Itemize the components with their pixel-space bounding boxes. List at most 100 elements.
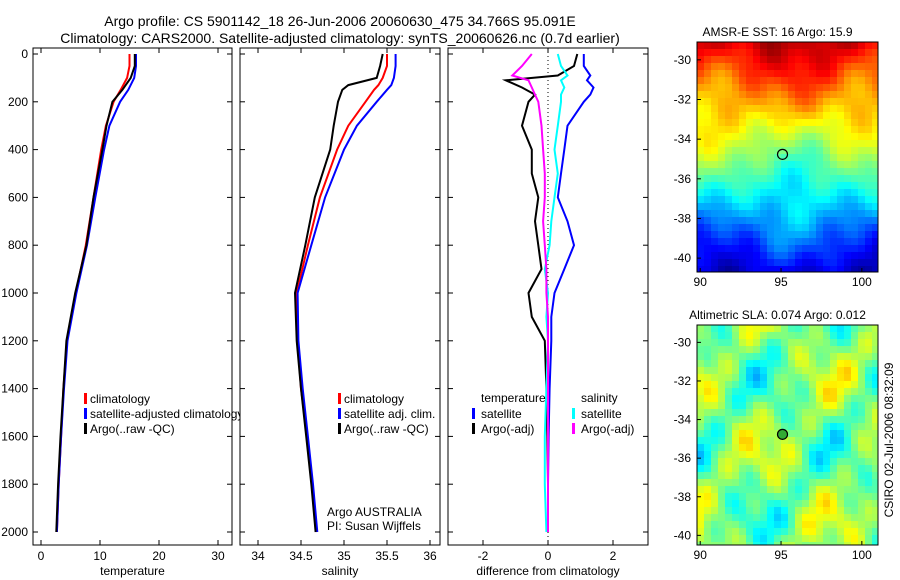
salinity-panel: 34 34.5 35 35.5 36salinityclimatologysatelli… [239,47,441,578]
map-cell [844,381,851,388]
map-cell [865,528,872,535]
map-cell [697,161,704,168]
map-cell [746,217,753,224]
map-cell [816,360,823,367]
y-tick-label: -38 [674,490,692,504]
map-cell [816,112,823,119]
y-tick-label: -36 [674,451,692,465]
map-cell [732,105,739,112]
map-cell [788,91,795,98]
map-cell [739,77,746,84]
map-cell [823,402,830,409]
legend-swatch [472,408,475,419]
map-cell [732,325,739,332]
map-cell [872,500,878,507]
map-cell [753,210,760,217]
map-cell [802,77,809,84]
map-cell [844,189,851,196]
map-cell [844,409,851,416]
map-cell [816,189,823,196]
map-cell [760,140,767,147]
map-cell [704,245,711,252]
map-cell [732,210,739,217]
map-cell [837,56,844,63]
map-cell [711,332,718,339]
map-cell [872,493,878,500]
map-cell [753,252,760,259]
map-cell [837,266,844,272]
map-cell [746,70,753,77]
map-cell [732,77,739,84]
map-cell [795,451,802,458]
series-line-satellite-adj-clim- [296,54,397,533]
legend-swatch [84,408,87,419]
map-cell [774,437,781,444]
map-cell [739,353,746,360]
map-cell [788,119,795,126]
map-cell [844,325,851,332]
map-cell [865,56,872,63]
map-cell [781,133,788,140]
map-cell [753,437,760,444]
map-cell [760,161,767,168]
map-cell [809,210,816,217]
map-cell [795,465,802,472]
map-cell [872,402,878,409]
map-cell [809,346,816,353]
map-cell [767,105,774,112]
map-cell [774,451,781,458]
map-cell [809,56,816,63]
map-cell [816,154,823,161]
map-cell [823,500,830,507]
map-cell [802,514,809,521]
map-cell [802,479,809,486]
map-cell [704,325,711,332]
map-cell [711,49,718,56]
map-cell [809,70,816,77]
map-cell [865,252,872,259]
map-cell [767,175,774,182]
map-cell [830,430,837,437]
map-cell [851,182,858,189]
map-cell [844,168,851,175]
map-cell [739,98,746,105]
map-cell [788,105,795,112]
map-cell [746,189,753,196]
map-cell [718,486,725,493]
map-cell [865,112,872,119]
map-cell [844,210,851,217]
map-cell [858,154,865,161]
map-cell [774,381,781,388]
map-cell [781,458,788,465]
map-cell [816,451,823,458]
map-cell [704,84,711,91]
map-cell [697,500,704,507]
map-cell [865,458,872,465]
map-cell [732,493,739,500]
map-cell [858,203,865,210]
map-cell [837,402,844,409]
map-cell [767,196,774,203]
map-cell [739,42,746,49]
map-cell [718,367,725,374]
map-cell [844,444,851,451]
map-cell [844,542,851,545]
map-cell [865,402,872,409]
map-cell [774,507,781,514]
map-cell [781,196,788,203]
map-cell [697,514,704,521]
map-cell [802,444,809,451]
map-cell [802,528,809,535]
map-cell [704,140,711,147]
map-cell [795,479,802,486]
map-cell [732,374,739,381]
map-cell [753,346,760,353]
map-cell [725,91,732,98]
map-cell [858,528,865,535]
map-cell [760,458,767,465]
map-cell [823,465,830,472]
map-cell [837,451,844,458]
map-cell [858,493,865,500]
map-cell [788,465,795,472]
map-cell [809,437,816,444]
